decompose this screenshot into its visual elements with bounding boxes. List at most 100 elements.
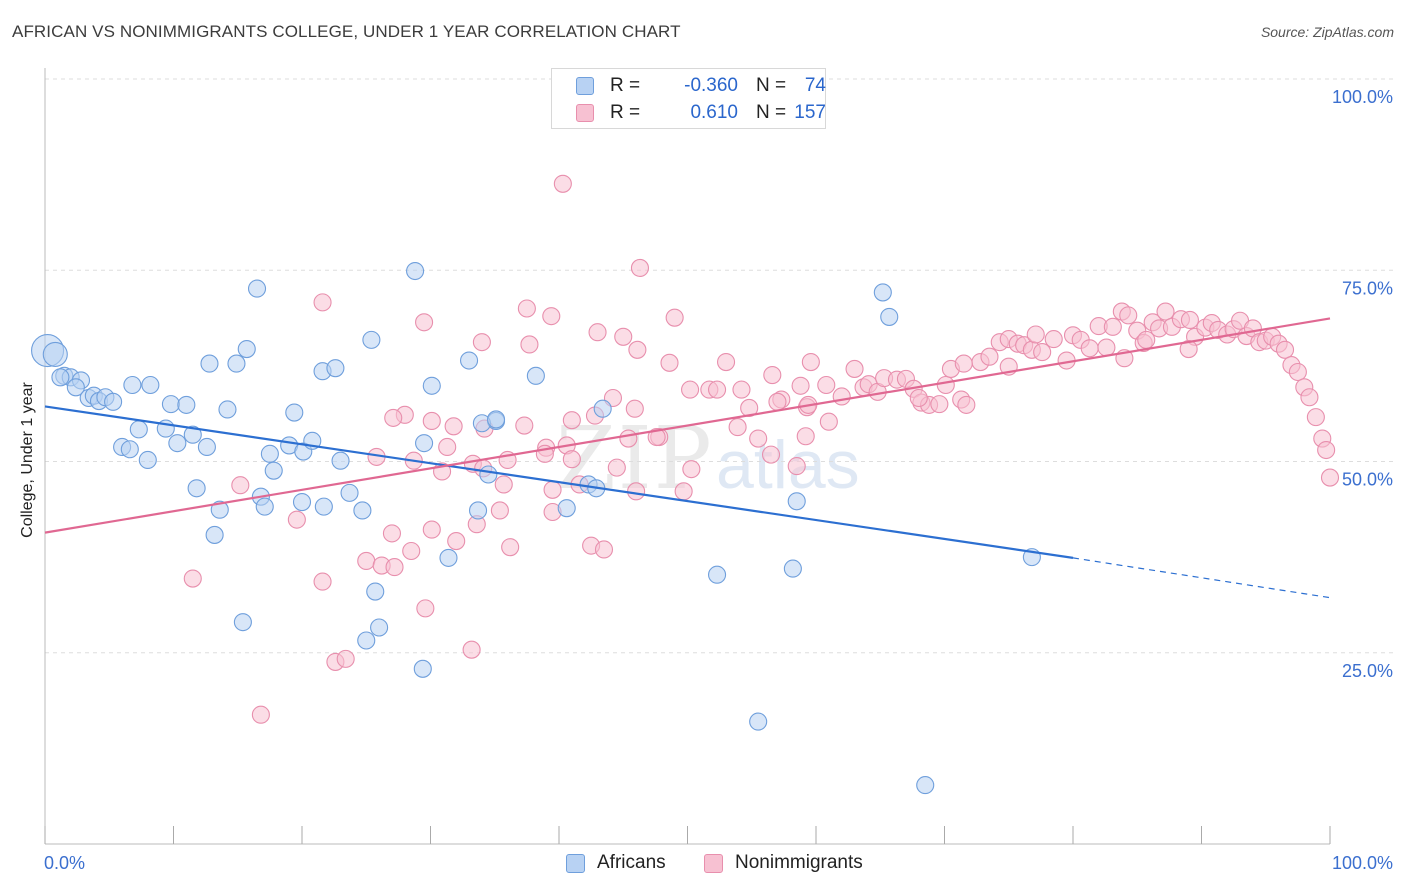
africans-point [104,392,123,411]
nonimmigrants-point [384,408,403,427]
nonimmigrants-point [251,705,270,724]
africans-point [422,376,441,395]
nonimmigrants-point [422,520,441,539]
africans-point [233,613,252,632]
nonimmigrants-point [553,174,572,193]
nonimmigrants-point [588,323,607,342]
nonimmigrants-point [628,340,647,359]
africans-point [205,525,224,544]
nonimmigrants-point [517,299,536,318]
africans-point [161,395,180,414]
nonimmigrants-point [817,375,836,395]
nonimmigrants-point [732,380,751,399]
nonimmigrants-swatch [576,104,594,122]
africans-point [783,559,802,578]
nonimmigrants-point [562,411,581,430]
nonimmigrants-point [1180,310,1199,330]
nonimmigrants-point [1044,330,1063,349]
africans-point [129,420,148,439]
nonimmigrants-point [791,376,810,395]
africans-point [255,497,274,516]
africans-point [357,631,376,650]
nonimmigrants-point [416,599,435,618]
nonimmigrants-point [313,572,332,591]
africans-point [42,341,68,367]
africans-point [141,375,160,395]
nonimmigrants-point [1306,408,1325,427]
nonimmigrants-point [1097,338,1116,357]
y-tick-label: 100.0% [1332,87,1393,107]
africans-point [459,351,479,370]
legend-label-nonimmigrants: Nonimmigrants [735,852,863,873]
y-tick-label: 50.0% [1342,470,1393,490]
africans-swatch [566,854,585,873]
nonimmigrants-point [336,649,355,668]
nonimmigrants-point [607,458,626,477]
nonimmigrants-point [520,335,539,354]
africans-point [406,261,425,281]
nonimmigrants-point [594,540,614,559]
nonimmigrants-point [980,347,999,366]
nonimmigrants-point [287,510,306,529]
nonimmigrants-point [501,538,520,557]
nonimmigrants-point [515,416,534,435]
nonimmigrants-point [819,412,838,431]
x-tick-label: 0.0% [44,853,85,873]
nonimmigrants-point [832,387,851,406]
africans-point [366,582,385,601]
nonimmigrants-point [402,541,421,561]
nonimmigrants-point [542,307,561,326]
nonimmigrants-point [936,375,955,395]
nonimmigrants-point [660,353,679,372]
africans-point [260,444,279,463]
legend-label-africans: Africans [597,852,666,873]
nonimmigrants-point [438,437,457,457]
africans-point [486,410,506,429]
nonimmigrants-point [801,352,820,372]
nonimmigrants-point [761,445,781,464]
nonimmigrants-trend-line [44,317,1331,534]
nonimmigrants-point [444,417,463,436]
nonimmigrants-point [183,569,202,588]
nonimmigrants-point [716,352,736,372]
africans-point [285,403,304,422]
africans-point [479,465,498,484]
nonimmigrants-point [231,476,250,495]
nonimmigrants-point [472,333,491,352]
africans-point [51,368,70,387]
africans-point [197,437,216,457]
nonimmigrants-point [357,551,376,571]
nonimmigrants-point [1119,306,1138,325]
nonimmigrants-point [619,429,638,448]
legend-n-value: 74 [804,75,826,96]
africans-point [787,492,806,511]
nonimmigrants-point [562,450,581,469]
nonimmigrants-point [647,427,666,447]
africans-point [218,400,237,419]
nonimmigrants-point [728,418,747,437]
nonimmigrants-point [494,475,513,494]
nonimmigrants-point [796,427,815,446]
nonimmigrants-point [930,395,949,414]
nonimmigrants-point [422,411,441,431]
legend-r-label: R = [610,75,641,96]
nonimmigrants-point [909,388,928,408]
data-points [31,174,1340,795]
africans-point [340,483,359,502]
nonimmigrants-point [1033,343,1052,362]
nonimmigrants-point [1300,388,1319,407]
nonimmigrants-point [625,399,644,418]
nonimmigrants-point [630,258,650,278]
legend-r-label: R = [610,102,641,123]
africans-point [439,548,458,567]
legend-r-value: -0.360 [684,75,738,96]
africans-point [177,395,196,414]
legend-n-label: N = [756,102,787,123]
y-tick-label: 75.0% [1342,278,1393,298]
nonimmigrants-point [957,395,976,414]
nonimmigrants-point [674,482,693,501]
chart-title: AFRICAN VS NONIMMIGRANTS COLLEGE, UNDER … [12,22,681,41]
africans-point [187,479,206,498]
nonimmigrants-point [1026,325,1045,344]
